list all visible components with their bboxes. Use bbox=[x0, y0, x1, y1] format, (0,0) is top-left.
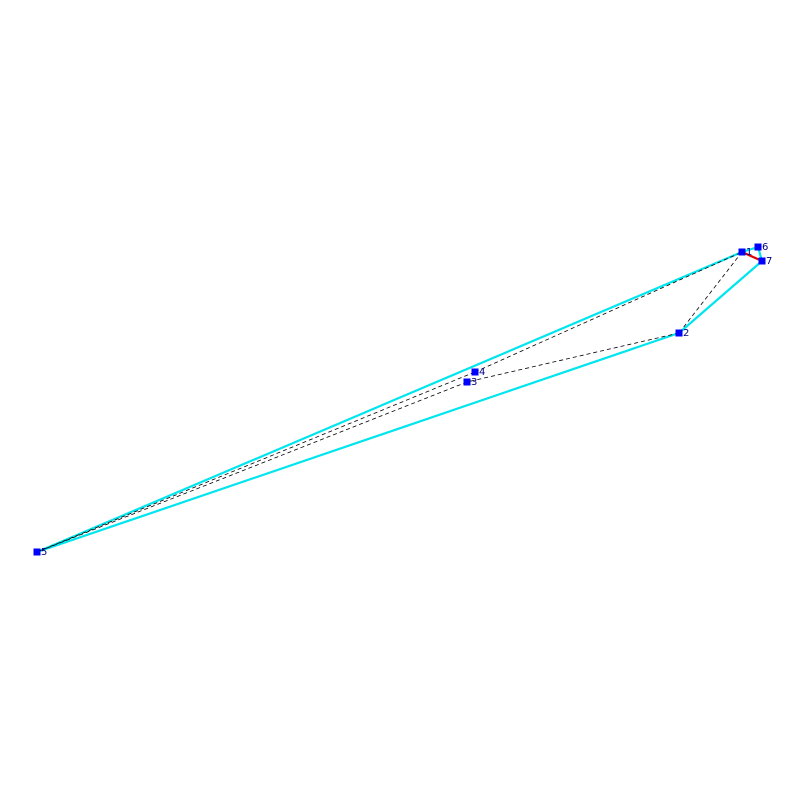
node bbox=[33, 548, 41, 556]
node-label: 1 bbox=[746, 247, 752, 258]
dashed-edge bbox=[36, 381, 468, 553]
nodes: 1 2 34 5 6 7 bbox=[33, 242, 772, 558]
dashed-edge bbox=[36, 371, 476, 553]
node bbox=[463, 378, 471, 386]
edge bbox=[678, 260, 763, 334]
edge bbox=[36, 331, 680, 554]
dashed-edge bbox=[466, 332, 680, 383]
node bbox=[754, 243, 762, 251]
node-label: 5 bbox=[41, 547, 47, 558]
node bbox=[471, 368, 479, 376]
dashed-edge bbox=[678, 251, 743, 334]
node bbox=[738, 248, 746, 256]
node-label: 4 bbox=[479, 367, 485, 378]
edge bbox=[36, 250, 743, 554]
node bbox=[675, 329, 683, 337]
node-label: 7 bbox=[766, 256, 772, 267]
node bbox=[758, 257, 766, 265]
node-label: 3 bbox=[471, 377, 477, 388]
node-label: 6 bbox=[762, 242, 768, 253]
node-label: 2 bbox=[683, 328, 689, 339]
